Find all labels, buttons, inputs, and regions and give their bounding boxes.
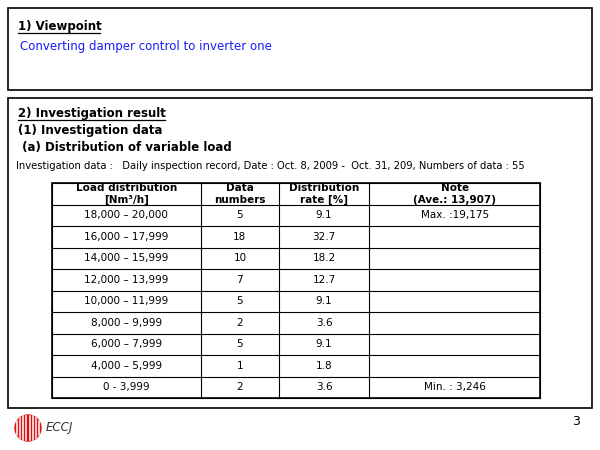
Text: Data
numbers: Data numbers <box>214 183 266 205</box>
Text: Note
(Ave.: 13,907): Note (Ave.: 13,907) <box>413 183 496 205</box>
Text: 5: 5 <box>236 296 243 306</box>
Text: 2: 2 <box>236 382 243 392</box>
Text: Converting damper control to inverter one: Converting damper control to inverter on… <box>20 40 272 53</box>
Text: 6,000 – 7,999: 6,000 – 7,999 <box>91 339 162 349</box>
Text: 9.1: 9.1 <box>316 210 332 220</box>
Text: 3.6: 3.6 <box>316 382 332 392</box>
Text: 5: 5 <box>236 210 243 220</box>
Text: 3.6: 3.6 <box>316 318 332 328</box>
Text: 9.1: 9.1 <box>316 339 332 349</box>
Text: 2) Investigation result: 2) Investigation result <box>18 107 166 120</box>
Text: 8,000 – 9,999: 8,000 – 9,999 <box>91 318 162 328</box>
Text: 0 - 3,999: 0 - 3,999 <box>103 382 150 392</box>
Text: Investigation data :   Daily inspection record, Date : Oct. 8, 2009 -  Oct. 31, : Investigation data : Daily inspection re… <box>16 161 525 171</box>
Text: 1.8: 1.8 <box>316 361 332 371</box>
Text: Distribution
rate [%]: Distribution rate [%] <box>289 183 359 205</box>
Text: 5: 5 <box>236 339 243 349</box>
Text: 18,000 – 20,000: 18,000 – 20,000 <box>85 210 169 220</box>
Text: 16,000 – 17,999: 16,000 – 17,999 <box>84 232 169 242</box>
Text: ECCJ: ECCJ <box>46 422 73 435</box>
Text: (1) Investigation data: (1) Investigation data <box>18 124 163 137</box>
Bar <box>52 183 540 398</box>
Text: 18: 18 <box>233 232 247 242</box>
Text: 12.7: 12.7 <box>313 275 335 285</box>
Circle shape <box>15 415 41 441</box>
Text: 32.7: 32.7 <box>313 232 335 242</box>
Text: 4,000 – 5,999: 4,000 – 5,999 <box>91 361 162 371</box>
Text: 10,000 – 11,999: 10,000 – 11,999 <box>84 296 169 306</box>
Text: Load distribution
[Nm³/h]: Load distribution [Nm³/h] <box>76 183 177 205</box>
Text: Min. : 3,246: Min. : 3,246 <box>424 382 485 392</box>
Text: Max. :19,175: Max. :19,175 <box>421 210 488 220</box>
Text: 9.1: 9.1 <box>316 296 332 306</box>
Text: 7: 7 <box>236 275 243 285</box>
Text: 14,000 – 15,999: 14,000 – 15,999 <box>84 253 169 263</box>
Text: (a) Distribution of variable load: (a) Distribution of variable load <box>18 141 232 154</box>
Text: 2: 2 <box>236 318 243 328</box>
Text: 12,000 – 13,999: 12,000 – 13,999 <box>84 275 169 285</box>
Text: 1: 1 <box>236 361 243 371</box>
Text: 3: 3 <box>572 415 580 428</box>
Bar <box>8 8 592 90</box>
Text: 18.2: 18.2 <box>313 253 335 263</box>
Bar <box>8 98 592 408</box>
Text: 1) Viewpoint: 1) Viewpoint <box>18 20 102 33</box>
Text: 10: 10 <box>233 253 247 263</box>
